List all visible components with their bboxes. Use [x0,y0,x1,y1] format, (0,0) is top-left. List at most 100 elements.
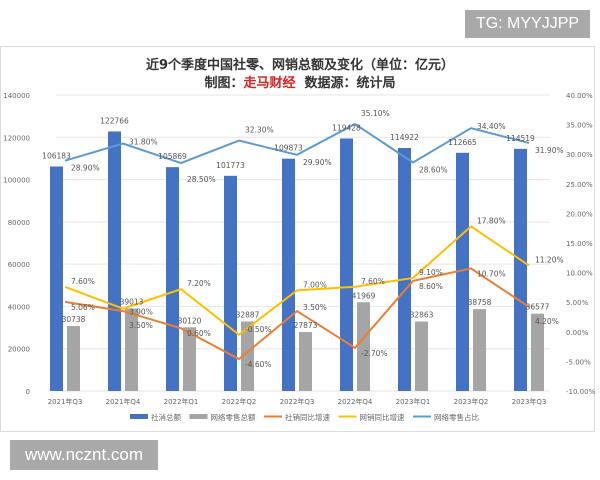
x-tick-label: 2021年Q3 [48,397,83,406]
y-left-tick-label: 100000 [3,177,30,185]
y-right-tick-label: 0.00% [566,329,589,337]
line-data-label: -2.70% [361,349,388,358]
legend-label: 网销同比增速 [359,412,404,422]
bar-data-label: 27873 [294,321,318,330]
bar-data-label: 39013 [120,298,144,307]
line-data-label: 9.10% [419,268,443,277]
chart-title: 近9个季度中国社零、网销总额及变化（单位：亿元） [145,58,455,73]
bar-retail-total [282,158,295,391]
bar-online-total [67,326,80,391]
line-data-label: 17.80% [477,216,506,225]
y-left-tick-label: 0 [26,388,30,396]
bar-online-total [299,332,312,391]
legend-label: 社消总额 [151,412,181,422]
bar-data-label: 122766 [100,116,129,125]
x-tick-label: 2023年Q1 [396,397,431,406]
x-tick-label: 2021年Q4 [106,397,141,406]
line-data-label: 7.00% [303,280,327,289]
bar-online-total [415,321,428,391]
bar-data-label: 32887 [236,310,260,319]
chart-subtitle: 制图：走马财经 数据源：统计局 [0,72,600,91]
y-left-tick-label: 140000 [3,92,30,100]
y-left-tick-label: 20000 [8,346,30,354]
y-left-tick-label: 120000 [3,134,30,142]
line-data-label: 3.90% [129,308,153,317]
bar-retail-total [166,167,179,391]
bar-retail-total [514,148,527,391]
legend-label: 网络零售占比 [434,412,479,422]
legend-label: 网络零售总额 [210,412,255,422]
chart-card [0,46,595,432]
line-data-label: 35.10% [361,109,390,118]
x-tick-label: 2022年Q2 [222,397,257,406]
bar-online-total [473,309,486,391]
y-right-tick-label: 30.00% [566,151,593,159]
bar-online-total [183,327,196,391]
bar-online-total [125,308,138,391]
line-data-label: 3.50% [303,303,327,312]
y-right-tick-label: -10.00% [566,388,596,396]
x-tick-label: 2023年Q2 [454,397,489,406]
line-data-label: -0.50% [245,325,272,334]
line-data-label: 5.06% [71,303,95,312]
y-right-tick-label: 20.00% [566,210,593,218]
bar-online-total [241,321,254,391]
y-right-tick-label: 25.00% [566,181,593,189]
subtitle-brand: 走马财经 [243,76,296,91]
legend-swatch [189,414,208,419]
bar-retail-total [398,148,411,391]
line-data-label: 0.60% [187,329,211,338]
bar-retail-total [108,131,121,391]
bar-data-label: 119428 [332,123,361,132]
bar-data-label: 30120 [178,316,202,325]
bar-data-label: 30738 [62,315,86,324]
bar-retail-total [224,175,237,391]
line-data-label: 3.50% [129,321,153,330]
bar-data-label: 32863 [410,311,434,320]
x-tick-label: 2022年Q3 [280,397,315,406]
line-data-label: 8.60% [419,282,443,291]
y-right-tick-label: 40.00% [566,92,593,100]
y-right-tick-label: 5.00% [566,299,589,307]
y-right-tick-label: 35.00% [566,122,593,130]
bar-data-label: 41969 [352,291,376,300]
line-series-3 [64,225,530,337]
y-right-tick-label: 15.00% [566,240,593,248]
bar-data-label: 106183 [42,151,71,160]
line-data-label: 4.20% [535,317,559,326]
subtitle-source: 数据源：统计局 [304,76,396,91]
legend-swatch [130,414,148,419]
line-data-label: 29.90% [303,158,332,167]
bar-data-label: 114922 [390,133,419,142]
line-data-label: 7.60% [361,277,385,286]
bar-retail-total [50,166,63,391]
line-data-label: 28.50% [187,175,216,184]
line-data-label: 31.80% [129,138,158,147]
bar-data-label: 109873 [274,144,303,153]
line-data-label: 7.20% [187,279,211,288]
bar-online-total [357,302,370,391]
y-left-tick-label: 80000 [8,219,30,227]
bar-retail-total [340,138,353,391]
line-data-label: 7.60% [71,277,95,286]
legend-label: 社销同比增速 [285,412,330,422]
line-data-label: 10.70% [477,269,506,278]
x-tick-label: 2022年Q4 [338,397,373,406]
line-data-label: 28.90% [71,164,100,173]
line-data-label: 31.90% [535,146,564,155]
line-series-4 [64,122,530,165]
line-data-label: 34.40% [477,122,506,131]
subtitle-prefix: 制图： [204,76,244,91]
line-data-label: -4.60% [245,360,272,369]
watermark-bottom: www.ncznt.com [10,440,158,470]
bar-data-label: 38758 [468,298,492,307]
bar-online-total [531,313,544,391]
bar-data-label: 36577 [526,303,550,312]
line-data-label: 11.20% [535,255,564,264]
y-left-tick-label: 60000 [8,261,30,269]
watermark-top: TG: MYYJJPP [465,10,590,38]
bar-data-label: 101773 [216,161,245,170]
bar-data-label: 112665 [448,138,477,147]
y-left-tick-label: 40000 [8,303,30,311]
